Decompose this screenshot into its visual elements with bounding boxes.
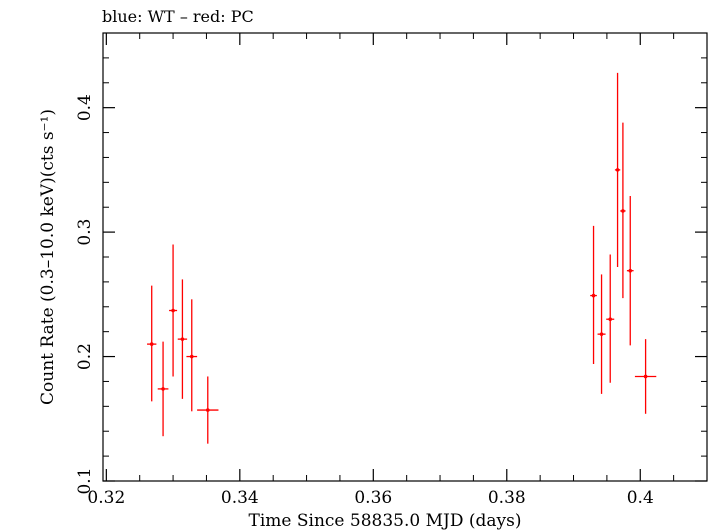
data-point — [597, 274, 606, 394]
data-point — [147, 285, 157, 402]
point-marker — [615, 168, 620, 172]
data-point — [169, 244, 178, 377]
data-point — [197, 376, 219, 444]
y-tick-label: 0.2 — [75, 343, 95, 370]
x-tick-label: 0.34 — [221, 488, 259, 508]
y-tick-labels: 0.1 0.2 0.3 0.4 — [75, 94, 95, 494]
data-point — [614, 72, 621, 267]
point-marker — [628, 268, 633, 273]
point-marker — [189, 354, 194, 359]
data-point — [177, 279, 188, 399]
point-marker — [161, 387, 165, 391]
x-tick-labels: 0.32 0.34 0.36 0.38 0.4 — [87, 488, 653, 508]
point-marker — [205, 408, 210, 412]
data-point — [186, 299, 198, 412]
point-marker — [608, 317, 613, 322]
data-point — [590, 225, 597, 365]
data-points — [147, 72, 657, 444]
y-tick-label: 0.1 — [75, 467, 95, 494]
data-point — [157, 341, 169, 437]
x-tick-label: 0.38 — [488, 488, 526, 508]
axis-ticks — [103, 32, 708, 482]
data-point — [634, 339, 657, 414]
point-marker — [591, 293, 596, 298]
x-axis-label: Time Since 58835.0 MJD (days) — [249, 511, 522, 531]
plot-frame — [102, 32, 708, 482]
x-tick-label: 0.32 — [87, 488, 125, 508]
y-axis-label: Count Rate (0.3–10.0 keV)(cts s⁻¹) — [38, 109, 58, 405]
data-point — [606, 254, 615, 383]
point-marker — [599, 332, 604, 336]
data-point — [626, 196, 634, 346]
point-marker — [180, 337, 185, 341]
chart-title: blue: WT – red: PC — [102, 7, 254, 26]
point-marker — [171, 308, 175, 313]
x-tick-label: 0.4 — [627, 488, 654, 508]
point-marker — [643, 374, 648, 379]
y-tick-label: 0.3 — [75, 219, 95, 246]
data-point — [620, 122, 626, 299]
point-marker — [149, 342, 154, 346]
y-tick-label: 0.4 — [75, 94, 95, 121]
x-tick-label: 0.36 — [354, 488, 392, 508]
point-marker — [621, 209, 625, 213]
